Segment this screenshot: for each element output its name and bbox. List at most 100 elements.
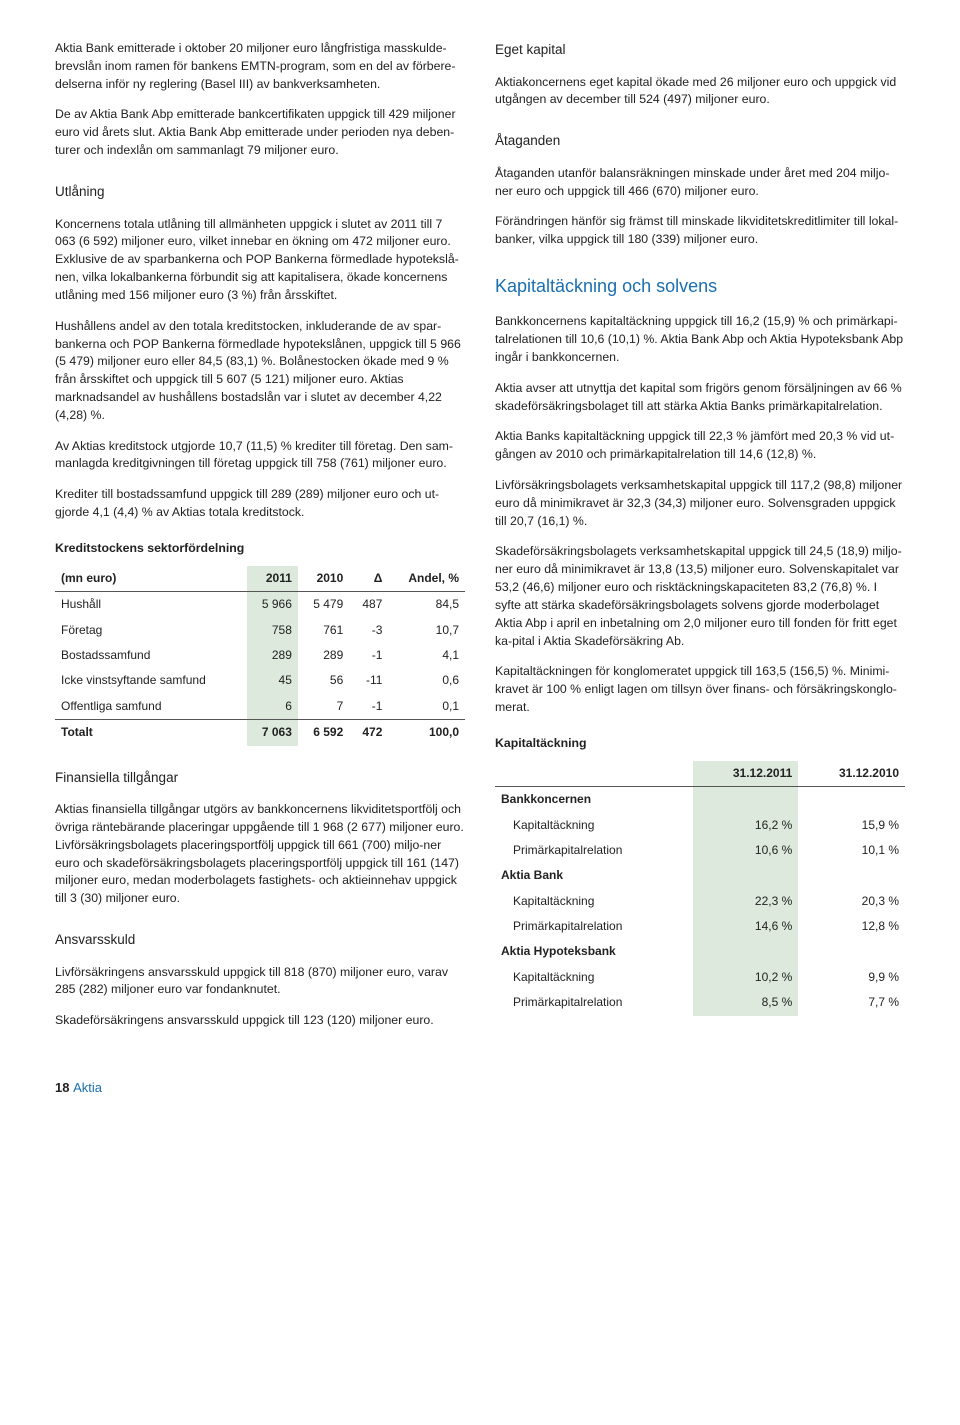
para: Hushållens andel av den totala kreditsto… — [55, 318, 465, 425]
section-title-ansvar: Ansvarsskuld — [55, 930, 465, 950]
para: Bankkoncernens kapitaltäckning uppgick t… — [495, 313, 905, 366]
cell: 472 — [349, 720, 388, 746]
cell: Primärkapitalrelation — [495, 838, 693, 863]
table-group-row: Bankkoncernen — [495, 787, 905, 813]
table-row: Primärkapitalrelation10,6 %10,1 % — [495, 838, 905, 863]
cell: Offentliga samfund — [55, 694, 247, 720]
table-group-row: Aktia Hypoteksbank — [495, 939, 905, 964]
para: Förändringen hänför sig främst till mins… — [495, 213, 905, 249]
table-row: Kapitaltäckning16,2 %15,9 % — [495, 813, 905, 838]
col-label: (mn euro) — [55, 566, 247, 592]
cell: 15,9 % — [798, 813, 905, 838]
table-row: Primärkapitalrelation8,5 %7,7 % — [495, 990, 905, 1015]
table-total-row: Totalt 7 063 6 592 472 100,0 — [55, 720, 465, 746]
cell — [693, 939, 799, 964]
cell: 12,8 % — [798, 914, 905, 939]
cell: 289 — [247, 643, 298, 668]
table-title-cap: Kapitaltäckning — [495, 735, 905, 753]
para: Koncernens totala utlåning till allmänhe… — [55, 216, 465, 305]
cell: 761 — [298, 618, 349, 643]
para: Aktia avser att utnyttja det kapital som… — [495, 380, 905, 416]
table-row: Kapitaltäckning10,2 %9,9 % — [495, 965, 905, 990]
cell: Totalt — [55, 720, 247, 746]
cell: 0,1 — [388, 694, 465, 720]
cap-table: 31.12.2011 31.12.2010 BankkoncernenKapit… — [495, 761, 905, 1016]
cell: 16,2 % — [693, 813, 799, 838]
section-title-atag: Åtaganden — [495, 131, 905, 151]
para: De av Aktia Bank Abp emitterade bankcert… — [55, 106, 465, 159]
cell: 7 — [298, 694, 349, 720]
table-row: Hushåll5 9665 47948784,5 — [55, 592, 465, 618]
page-footer: 18 Aktia — [55, 1079, 905, 1098]
group-label: Bankkoncernen — [495, 787, 693, 813]
right-column: Eget kapital Aktiakoncernens eget kapita… — [495, 40, 905, 1043]
cell: 10,2 % — [693, 965, 799, 990]
table-row: Icke vinstsyftande samfund4556-110,6 — [55, 668, 465, 693]
sector-table: (mn euro) 2011 2010 Δ Andel, % Hushåll5 … — [55, 566, 465, 746]
cell: 9,9 % — [798, 965, 905, 990]
cell: 84,5 — [388, 592, 465, 618]
cell — [798, 939, 905, 964]
cell: 14,6 % — [693, 914, 799, 939]
cell: 22,3 % — [693, 889, 799, 914]
table-row: Företag758761-310,7 — [55, 618, 465, 643]
cell: 6 592 — [298, 720, 349, 746]
cell: 7 063 — [247, 720, 298, 746]
cell: Kapitaltäckning — [495, 813, 693, 838]
cell: 20,3 % — [798, 889, 905, 914]
cell: Primärkapitalrelation — [495, 914, 693, 939]
cell: 4,1 — [388, 643, 465, 668]
cell: 7,7 % — [798, 990, 905, 1015]
cell: 8,5 % — [693, 990, 799, 1015]
para: Skadeförsäkringsbolagets verksamhetskapi… — [495, 543, 905, 650]
table-header-row: 31.12.2011 31.12.2010 — [495, 761, 905, 787]
group-label: Aktia Hypoteksbank — [495, 939, 693, 964]
cell: Kapitaltäckning — [495, 889, 693, 914]
cell — [798, 863, 905, 888]
cell: Bostadssamfund — [55, 643, 247, 668]
table-row: Kapitaltäckning22,3 %20,3 % — [495, 889, 905, 914]
cell — [798, 787, 905, 813]
cell: 5 966 — [247, 592, 298, 618]
table-row: Bostadssamfund289289-14,1 — [55, 643, 465, 668]
cell: 758 — [247, 618, 298, 643]
cell: 10,1 % — [798, 838, 905, 863]
para: Aktia Bank emitterade i oktober 20 miljo… — [55, 40, 465, 93]
left-column: Aktia Bank emitterade i oktober 20 miljo… — [55, 40, 465, 1043]
para: Livförsäkringens ansvarsskuld uppgick ti… — [55, 964, 465, 1000]
table-group-row: Aktia Bank — [495, 863, 905, 888]
cell: 10,7 — [388, 618, 465, 643]
cell: Primärkapitalrelation — [495, 990, 693, 1015]
cell: 100,0 — [388, 720, 465, 746]
cell: 0,6 — [388, 668, 465, 693]
col-share: Andel, % — [388, 566, 465, 592]
cell: -11 — [349, 668, 388, 693]
section-title-financial: Finansiella tillgångar — [55, 768, 465, 788]
cell — [693, 863, 799, 888]
para: Krediter till bostadssamfund uppgick til… — [55, 486, 465, 522]
table-title-sector: Kreditstockens sektorfördelning — [55, 540, 465, 558]
section-title-eget: Eget kapital — [495, 40, 905, 60]
para: Livförsäkringsbolagets verksamhetskapita… — [495, 477, 905, 530]
cell: Kapitaltäckning — [495, 965, 693, 990]
col-2010: 2010 — [298, 566, 349, 592]
section-title-kapital: Kapitaltäckning och solvens — [495, 273, 905, 299]
cell: 487 — [349, 592, 388, 618]
cell: 6 — [247, 694, 298, 720]
col-2010: 31.12.2010 — [798, 761, 905, 787]
para: Åtaganden utanför balansräkningen minska… — [495, 165, 905, 201]
page-number: 18 — [55, 1080, 69, 1095]
table-row: Offentliga samfund67-10,1 — [55, 694, 465, 720]
para: Av Aktias kreditstock utgjorde 10,7 (11,… — [55, 438, 465, 474]
section-title-utlaning: Utlåning — [55, 182, 465, 202]
col-empty — [495, 761, 693, 787]
cell: 5 479 — [298, 592, 349, 618]
cell: -3 — [349, 618, 388, 643]
cell: 45 — [247, 668, 298, 693]
cell: 56 — [298, 668, 349, 693]
cell: Icke vinstsyftande samfund — [55, 668, 247, 693]
cell: Företag — [55, 618, 247, 643]
group-label: Aktia Bank — [495, 863, 693, 888]
para: Kapitaltäckningen för konglomeratet uppg… — [495, 663, 905, 716]
cell: -1 — [349, 694, 388, 720]
